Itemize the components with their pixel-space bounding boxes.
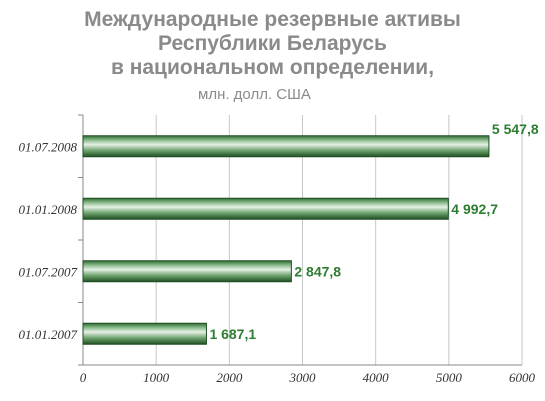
bar [82, 197, 449, 220]
x-tick-label: 0 [80, 370, 87, 385]
data-label: 1 687,1 [209, 326, 256, 342]
bar [82, 322, 207, 345]
bar [82, 260, 292, 283]
chart-title: Международные резервные активы Республик… [0, 8, 545, 80]
x-tick-label: 4000 [363, 370, 390, 385]
chart-subtitle: млн. долл. США [198, 86, 311, 103]
x-tick-label: 2000 [216, 370, 243, 385]
chart-title-line-3: в национальном определении, [110, 56, 435, 79]
category-label: 01.01.2008 [19, 202, 78, 217]
data-label: 4 992,7 [451, 201, 498, 217]
category-label: 01.07.2008 [19, 139, 78, 154]
x-tick-label: 3000 [289, 370, 317, 385]
data-label: 2 847,8 [294, 263, 341, 279]
bar [82, 135, 490, 158]
category-label: 01.07.2007 [19, 264, 78, 279]
chart-title-line-2: Республики Беларусь [158, 32, 387, 55]
data-label: 5 547,8 [492, 121, 539, 137]
x-tick-label: 1000 [143, 370, 170, 385]
x-tick-label: 5000 [436, 370, 463, 385]
x-tick-label: 6000 [509, 370, 536, 385]
category-label: 01.01.2007 [19, 327, 78, 342]
chart-title-line-1: Международные резервные активы [84, 8, 461, 31]
